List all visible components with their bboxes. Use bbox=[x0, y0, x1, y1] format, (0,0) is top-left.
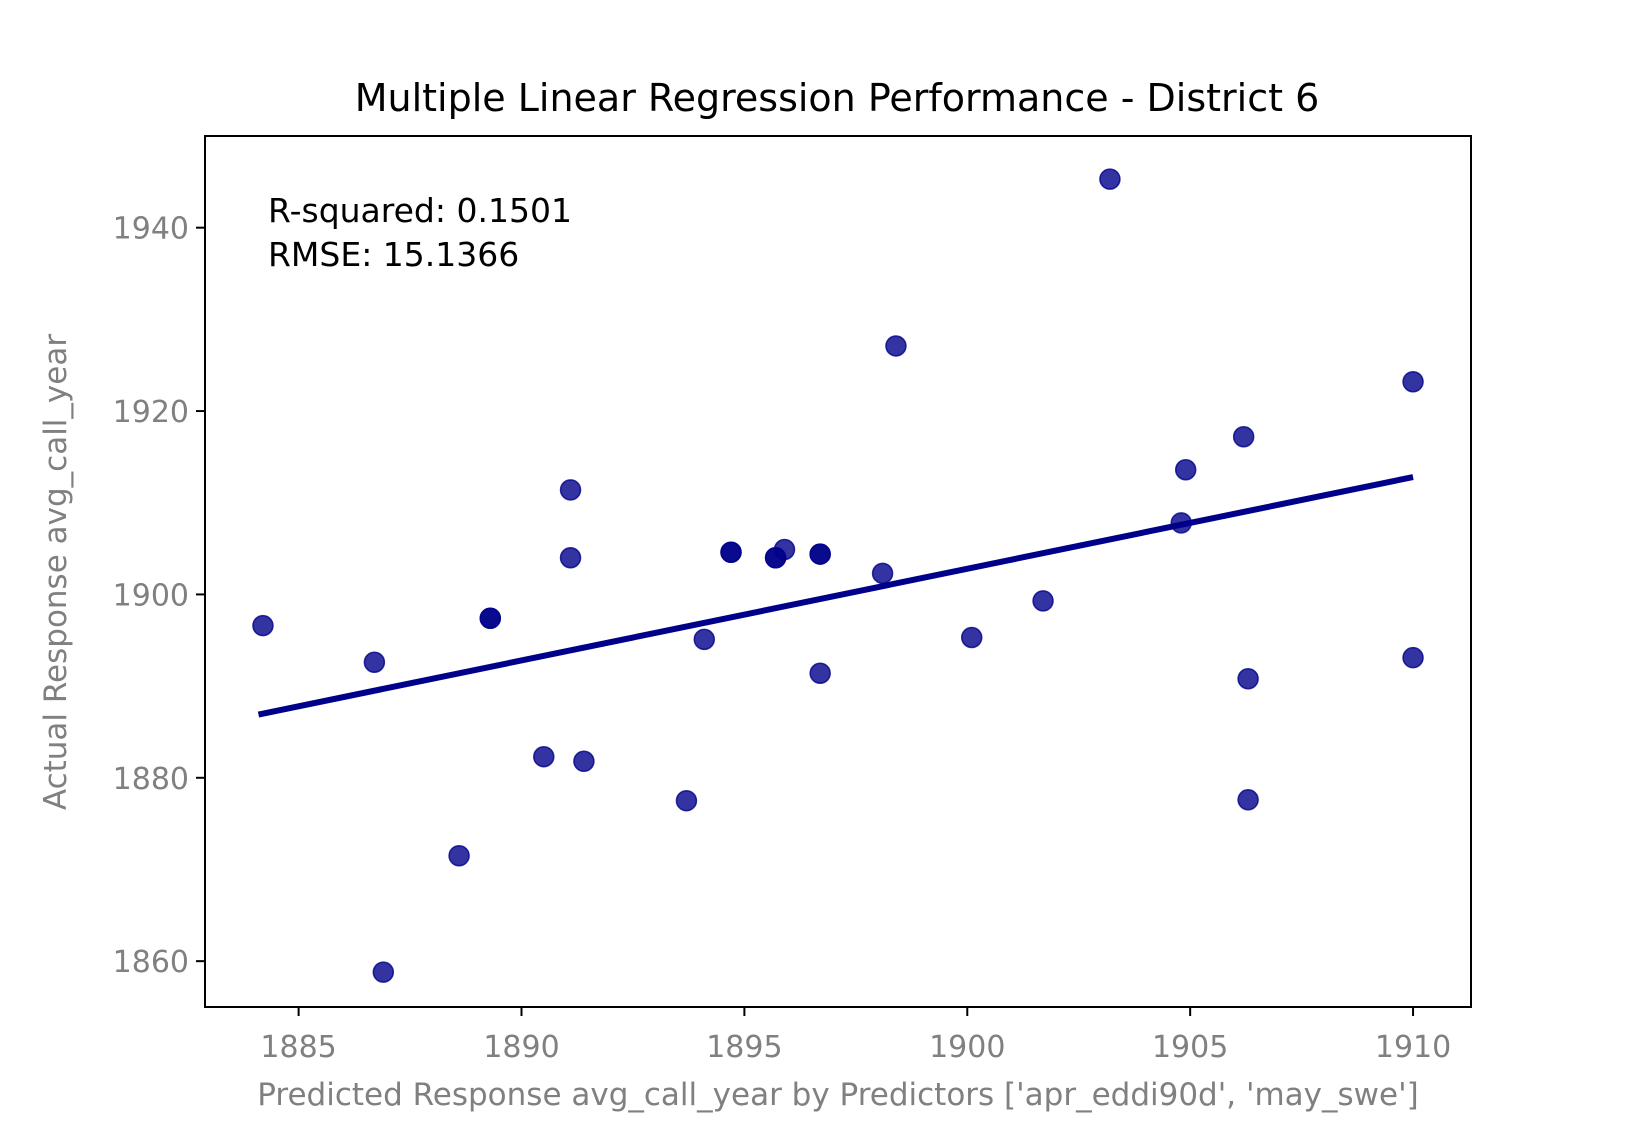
scatter-point bbox=[1170, 512, 1192, 534]
regression-line bbox=[257, 474, 1414, 718]
y-axis-label: Actual Response avg_call_year bbox=[38, 334, 74, 810]
scatter-point bbox=[573, 750, 595, 773]
scatter-point bbox=[559, 546, 582, 569]
points-layer bbox=[252, 168, 1424, 983]
scatter-point bbox=[1099, 168, 1121, 190]
y-tick-label: 1900 bbox=[113, 578, 189, 613]
scatter-point bbox=[533, 745, 555, 768]
scatter-point bbox=[693, 628, 716, 651]
x-tick-label: 1905 bbox=[1152, 1030, 1228, 1065]
scatter-point bbox=[1402, 370, 1424, 393]
scatter-point bbox=[675, 789, 698, 812]
chart-title: Multiple Linear Regression Performance -… bbox=[355, 76, 1320, 120]
scatter-point bbox=[1174, 458, 1197, 481]
x-tick-label: 1885 bbox=[260, 1030, 336, 1065]
scatter-point bbox=[1237, 789, 1259, 811]
rmse-annotation: RMSE: 15.1366 bbox=[268, 235, 519, 274]
scatter-point bbox=[1032, 590, 1054, 612]
scatter-point bbox=[1232, 425, 1255, 448]
scatter-point bbox=[871, 562, 894, 585]
x-tick-label: 1890 bbox=[483, 1030, 559, 1065]
scatter-point bbox=[720, 541, 742, 563]
x-tick-label: 1900 bbox=[929, 1030, 1005, 1065]
fit-line-layer bbox=[257, 474, 1414, 718]
y-tick-label: 1920 bbox=[113, 395, 189, 430]
plot-frame bbox=[204, 135, 1472, 1008]
scatter-point bbox=[885, 335, 907, 357]
scatter-point bbox=[773, 538, 796, 561]
x-tick-label: 1895 bbox=[706, 1030, 782, 1065]
y-axis-ticks: 1860 1880 1900 1920 1940 bbox=[113, 212, 205, 980]
x-axis-label: Predicted Response avg_call_year by Pred… bbox=[257, 1077, 1418, 1113]
scatter-point bbox=[448, 844, 470, 867]
scatter-point bbox=[809, 662, 831, 685]
y-tick-label: 1880 bbox=[113, 762, 189, 797]
x-tick-label: 1910 bbox=[1375, 1030, 1451, 1065]
scatter-point bbox=[809, 543, 831, 565]
scatter-point bbox=[1402, 646, 1424, 669]
scatter-point bbox=[1237, 668, 1259, 690]
y-tick-label: 1940 bbox=[113, 212, 189, 247]
scatter-point bbox=[252, 614, 274, 637]
y-tick-label: 1860 bbox=[113, 945, 189, 980]
scatter-point bbox=[363, 651, 386, 674]
x-axis-ticks: 1885 1890 1895 1900 1905 1910 bbox=[260, 1007, 1451, 1065]
scatter-point bbox=[559, 479, 582, 501]
scatter-point bbox=[479, 607, 502, 630]
scatter-point bbox=[372, 961, 395, 983]
r-squared-annotation: R-squared: 0.1501 bbox=[268, 191, 572, 230]
scatter-point bbox=[960, 626, 983, 649]
